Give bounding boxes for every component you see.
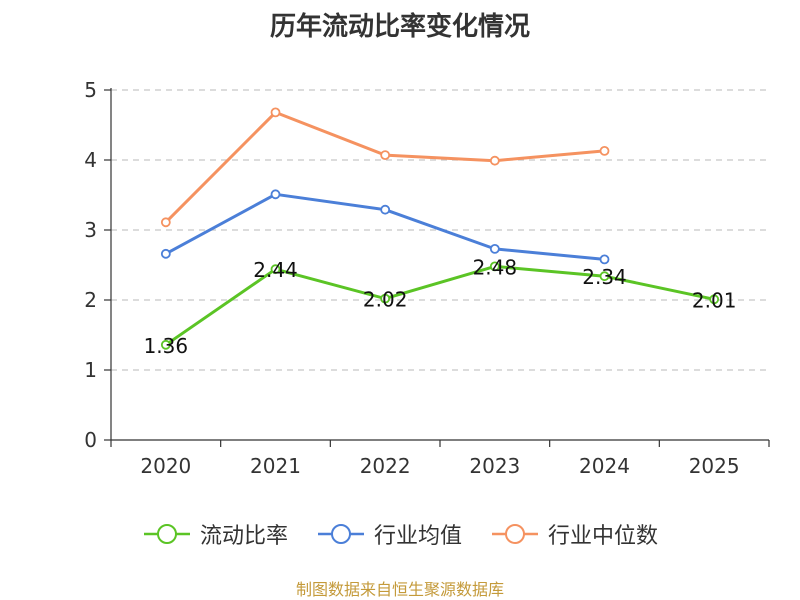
data-label-2022: 2.02 [363,288,408,312]
y-tick-label-3: 3 [84,218,97,242]
legend-label-current-ratio: 流动比率 [199,524,288,549]
legend: 流动比率 行业均值 行业中位数 [0,518,800,550]
data-label-2020: 1.36 [144,334,189,358]
series-2-point-2021 [270,107,281,118]
series-0-point-2022 [380,293,391,304]
series-2-point-2023 [489,155,500,166]
series-0-point-2025 [709,294,720,305]
legend-item-current-ratio[interactable]: 流动比率 [142,518,288,550]
series-0-point-2024 [599,271,610,282]
series-1-point-2022 [380,204,391,215]
data-label-2023: 2.48 [473,255,518,279]
series-1-point-2024 [599,254,610,265]
series-0-point-2021 [270,264,281,275]
x-tick-label-2025: 2025 [689,454,740,478]
x-tick-label-2020: 2020 [140,454,191,478]
y-tick-label-5: 5 [84,78,97,102]
data-label-2024: 2.34 [582,265,627,289]
series-line-1 [164,192,606,261]
legend-marker-industry-mean [317,524,364,544]
legend-marker-industry-median [492,524,538,544]
series-2-point-2020 [160,217,171,228]
data-label-2025: 2.01 [692,288,737,312]
x-tick-label-2021: 2021 [250,454,301,478]
series-lines [160,107,720,350]
axes: 0 1 2 3 4 5 2020 2021 2022 2023 2024 2025 [84,78,770,478]
data-labels: 1.36 2.44 2.02 2.48 2.34 2.01 [144,255,737,357]
series-2-point-2024 [599,145,610,156]
legend-item-industry-mean[interactable]: 行业均值 [316,518,462,550]
x-tick-label-2024: 2024 [579,454,630,478]
series-line-0 [164,264,716,347]
y-tick-label-2: 2 [84,288,97,312]
y-tick-label-4: 4 [84,148,97,172]
source-note: 制图数据来自恒生聚源数据库 [295,580,504,599]
legend-label-industry-median: 行业中位数 [548,524,659,549]
data-label-2021: 2.44 [253,258,298,282]
series-1-point-2023 [489,243,500,254]
y-tick-label-1: 1 [84,358,97,382]
series-1-point-2020 [160,248,171,259]
series-1-point-2021 [270,189,281,200]
x-tick-label-2023: 2023 [469,454,520,478]
legend-item-industry-median[interactable]: 行业中位数 [490,518,658,550]
y-tick-label-0: 0 [84,428,97,452]
x-tick-label-2022: 2022 [360,454,411,478]
series-0-point-2020 [160,339,171,350]
series-2-point-2022 [380,150,391,161]
legend-label-industry-mean: 行业均值 [373,524,462,549]
legend-marker-current-ratio [143,524,190,544]
series-0-point-2023 [489,261,500,272]
chart-title: 历年流动比率变化情况 [269,12,530,42]
